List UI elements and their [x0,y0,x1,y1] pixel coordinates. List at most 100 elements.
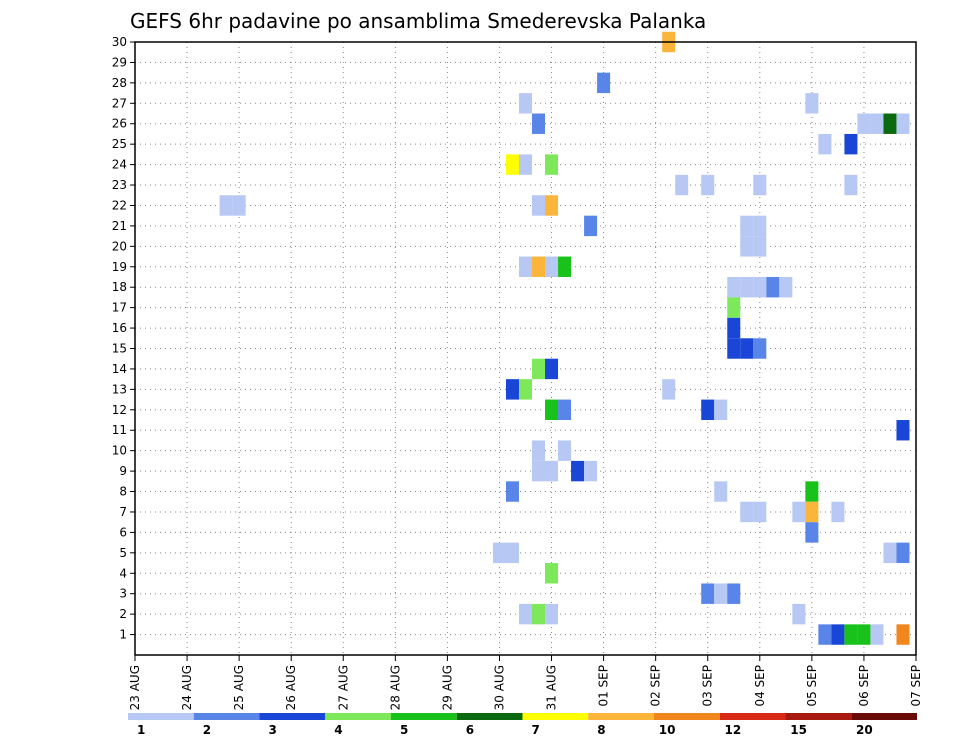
precip-cell [518,256,533,277]
precip-cell [753,276,767,298]
precip-cell [727,317,741,339]
y-tick-label: 17 [112,301,127,315]
x-tick-label: 28 AUG [388,665,402,710]
y-tick-label: 4 [119,566,127,580]
x-tick-label: 03 SEP [701,665,715,707]
y-tick-label: 19 [112,260,127,274]
y-tick-label: 10 [112,444,127,458]
grid-lines [135,41,916,655]
precip-cell [805,501,819,523]
y-axis: 1234567891011121314151617181920212223242… [112,35,135,642]
y-tick-label: 16 [112,321,127,335]
precip-cell [805,481,819,502]
precip-cell [662,379,676,400]
colorbar-segment [391,713,457,720]
precip-cell [714,481,728,502]
precip-cell [896,420,910,441]
colorbar-segment [654,713,720,720]
precip-cell [870,624,884,645]
precip-cell [740,236,754,257]
precip-cell [792,501,806,523]
precip-cell [505,481,519,502]
precip-cell [870,113,884,134]
precip-cell [779,276,793,298]
x-tick-label: 25 AUG [232,665,246,710]
y-tick-label: 24 [112,158,127,172]
precip-cell [831,624,845,645]
precip-cell [714,583,728,604]
precip-cell [818,133,832,155]
colorbar-segment [456,713,523,720]
x-tick-label: 05 SEP [805,665,819,707]
precip-cell [766,276,780,298]
y-tick-label: 18 [112,280,127,294]
y-tick-label: 27 [112,96,127,110]
colorbar-label: 7 [531,723,539,737]
precip-cell [883,113,897,134]
precip-cell [492,542,506,564]
y-tick-label: 22 [112,198,127,212]
x-tick-label: 02 SEP [649,665,663,707]
colorbar-legend: 1 2 3 4 5 6 7 8 10 12 15 20 [128,713,917,737]
y-tick-label: 15 [112,342,127,356]
x-tick-label: 23 AUG [128,665,142,710]
colorbar-segment [128,713,194,720]
precip-cell [518,603,533,625]
colorbar-label: 8 [597,723,605,737]
precip-cell [844,624,858,645]
x-tick-label: 04 SEP [753,665,767,707]
precip-cell [219,195,233,216]
colorbar-label: 1 [137,723,145,737]
precip-cell [545,460,559,482]
precip-cell [518,379,533,400]
x-tick-label: 07 SEP [909,665,923,707]
precip-cell [727,297,741,318]
colorbar-segment [785,713,852,720]
y-tick-label: 30 [112,35,127,49]
precip-cell [753,174,767,196]
colorbar-label: 4 [334,723,342,737]
y-tick-label: 7 [119,505,127,519]
y-tick-label: 2 [119,607,127,621]
precip-cell [518,154,533,175]
x-tick-label: 06 SEP [857,665,871,707]
precip-cell [896,542,910,564]
colorbar-segment [193,713,260,720]
precip-cell [701,174,715,196]
precip-cell [714,399,728,421]
precip-cell [675,174,689,196]
precip-cell [545,358,559,380]
precip-cell [545,154,559,175]
precip-cell [857,113,871,134]
precip-cell [545,603,559,625]
colorbar-label: 2 [203,723,211,737]
y-tick-label: 29 [112,55,127,69]
y-tick-label: 28 [112,76,127,90]
precip-cell [753,501,767,523]
chart-title: GEFS 6hr padavine po ansamblima Smederev… [130,9,706,33]
y-tick-label: 9 [119,464,127,478]
colorbar-segment [259,713,326,720]
precip-cell [805,522,819,543]
y-tick-label: 3 [119,587,127,601]
precip-cell [701,583,715,604]
precip-cell [740,338,754,359]
precip-cell [857,624,871,645]
precip-cell [558,256,572,277]
colorbar-label: 12 [725,723,742,737]
y-tick-label: 14 [112,362,127,376]
y-tick-label: 13 [112,382,127,396]
precip-cell [518,93,533,114]
precip-cell [505,154,519,175]
precip-cell [844,133,858,155]
precip-cell [505,542,519,564]
x-tick-label: 30 AUG [492,665,506,710]
y-tick-label: 8 [119,485,127,499]
y-tick-label: 6 [119,525,127,539]
precip-cell [844,174,858,196]
x-tick-label: 24 AUG [180,665,194,710]
precip-cell [532,440,546,461]
precip-cell [545,256,559,277]
y-tick-label: 12 [112,403,127,417]
